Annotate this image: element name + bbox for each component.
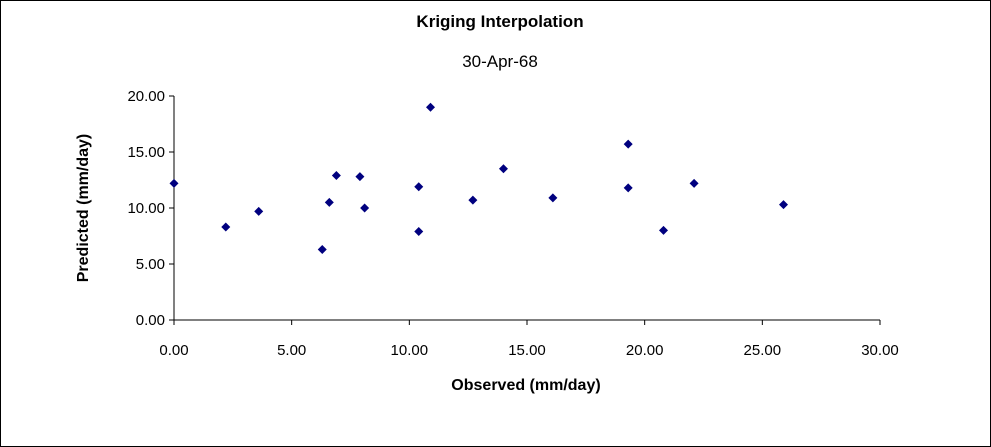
- data-point: [498, 164, 508, 174]
- y-tick-label: 10.00: [127, 200, 165, 217]
- x-tick-label: 30.00: [861, 342, 899, 359]
- y-axis-ticks: 0.00 5.00 10.00 15.00 20.00: [127, 88, 174, 329]
- x-axis-label: Observed (mm/day): [451, 377, 600, 394]
- data-point: [426, 102, 436, 112]
- data-point: [169, 178, 179, 188]
- data-point: [355, 172, 365, 182]
- data-point: [623, 139, 633, 149]
- data-point: [548, 193, 558, 203]
- y-axis-label: Predicted (mm/day): [75, 134, 92, 282]
- x-tick-label: 15.00: [508, 342, 546, 359]
- chart-subtitle: 30-Apr-68: [462, 52, 538, 71]
- x-tick-label: 10.00: [391, 342, 429, 359]
- data-point: [779, 200, 789, 210]
- x-tick-label: 0.00: [159, 342, 188, 359]
- x-tick-label: 5.00: [277, 342, 306, 359]
- chart-title: Kriging Interpolation: [416, 12, 583, 31]
- data-point: [468, 195, 478, 205]
- data-point: [658, 225, 668, 235]
- data-point: [324, 197, 334, 207]
- data-point: [254, 206, 264, 216]
- data-point: [317, 244, 327, 254]
- x-tick-label: 25.00: [744, 342, 782, 359]
- x-axis-ticks: 0.00 5.00 10.00 15.00 20.00 25.00 30.00: [159, 320, 899, 359]
- y-tick-label: 20.00: [127, 88, 165, 105]
- x-tick-label: 20.00: [626, 342, 664, 359]
- y-tick-label: 0.00: [136, 312, 165, 329]
- data-point: [414, 182, 424, 192]
- data-point: [414, 227, 424, 237]
- y-tick-label: 15.00: [127, 144, 165, 161]
- data-point: [221, 222, 231, 232]
- data-point: [331, 171, 341, 181]
- data-point: [623, 183, 633, 193]
- data-point: [360, 203, 370, 213]
- data-point: [689, 178, 699, 188]
- data-points: [169, 102, 789, 254]
- y-tick-label: 5.00: [136, 256, 165, 273]
